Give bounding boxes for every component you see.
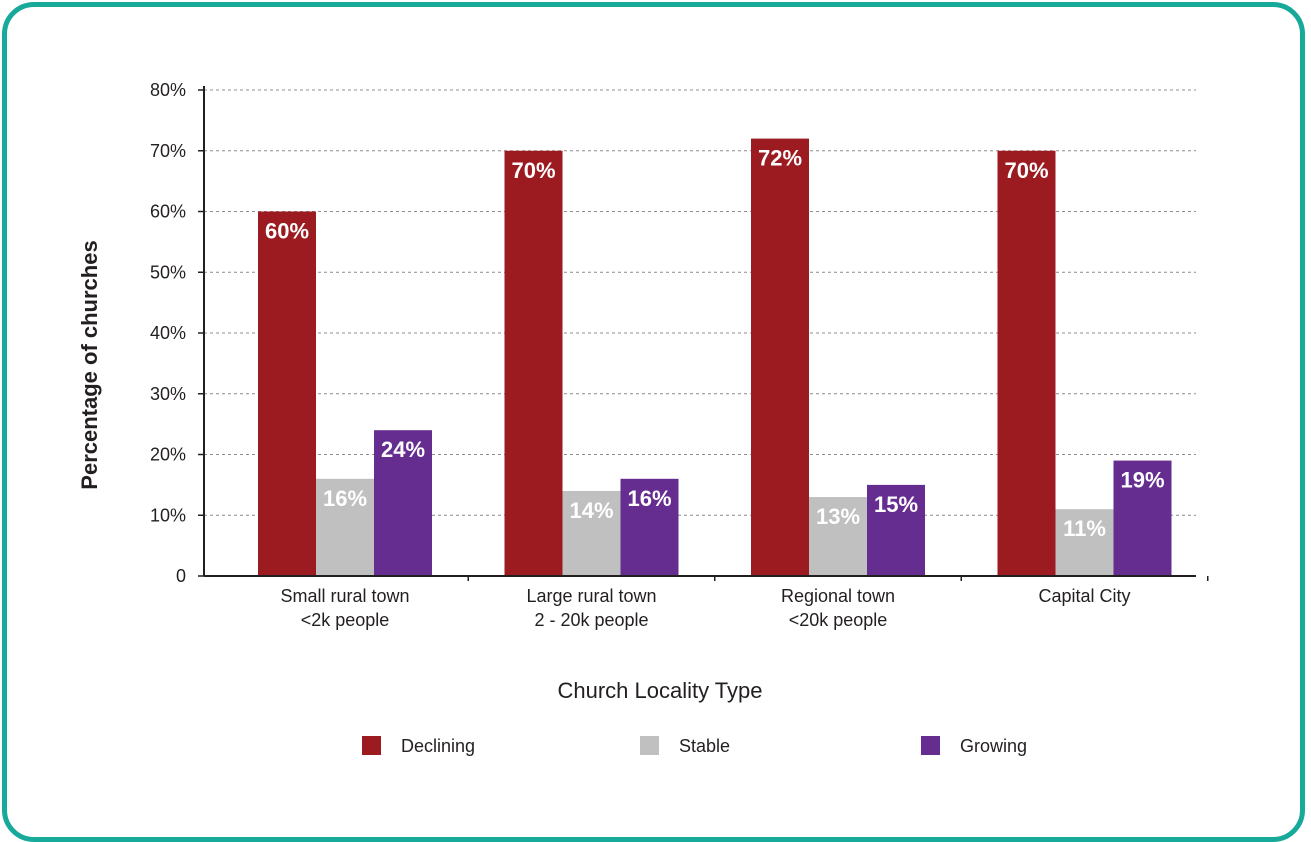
bar-stable <box>562 490 621 576</box>
y-tick-labels: 0 10% 20% 30% 40% 50% 60% 70% 80% <box>150 80 186 586</box>
bar-stable <box>1055 509 1114 576</box>
data-label: 72% <box>758 146 802 171</box>
data-label: 24% <box>381 437 425 462</box>
legend-swatch-declining <box>362 736 381 755</box>
legend: Declining Stable Growing <box>362 736 1027 756</box>
bar-growing <box>620 478 679 576</box>
y-tick-label: 60% <box>150 202 186 222</box>
axes <box>198 86 1209 581</box>
legend-swatch-stable <box>640 736 659 755</box>
y-tick-label: 70% <box>150 141 186 161</box>
data-label: 16% <box>627 486 671 511</box>
bar-declining <box>751 138 809 576</box>
x-tick-label: 2 - 20k people <box>534 610 648 630</box>
bars <box>258 138 1172 576</box>
data-label: 70% <box>1004 158 1048 183</box>
bar-declining <box>997 150 1056 576</box>
legend-label-declining: Declining <box>401 736 475 756</box>
y-tick-label: 10% <box>150 505 186 525</box>
bar-growing <box>374 430 432 576</box>
bar-stable <box>316 478 374 576</box>
bar-growing <box>1113 460 1172 576</box>
y-tick-label: 50% <box>150 262 186 282</box>
data-label: 16% <box>323 486 367 511</box>
x-tick-label: Regional town <box>781 586 895 606</box>
data-label: 19% <box>1120 468 1164 493</box>
legend-label-growing: Growing <box>960 736 1027 756</box>
x-tick-label: Capital City <box>1038 586 1130 606</box>
bar-declining <box>258 211 316 576</box>
data-label: 13% <box>816 504 860 529</box>
y-tick-label: 0 <box>176 566 186 586</box>
data-label: 11% <box>1063 516 1106 541</box>
x-tick-labels: Small rural town <2k people Large rural to… <box>280 586 1130 630</box>
y-tick-label: 30% <box>150 384 186 404</box>
bar-growing <box>867 484 925 576</box>
x-axis-title: Church Locality Type <box>557 678 762 703</box>
x-tick-label: <2k people <box>301 610 390 630</box>
legend-swatch-growing <box>921 736 940 755</box>
x-tick-label: Small rural town <box>280 586 409 606</box>
x-tick-label: <20k people <box>789 610 888 630</box>
data-label: 70% <box>511 158 555 183</box>
data-label: 14% <box>569 498 613 523</box>
bar-declining <box>504 150 563 576</box>
y-tick-label: 20% <box>150 445 186 465</box>
bar-stable <box>809 497 867 576</box>
bar-chart: 0 10% 20% 30% 40% 50% 60% 70% 80% Small rural to… <box>77 80 1209 756</box>
x-tick-label: Large rural town <box>526 586 656 606</box>
y-tick-label: 40% <box>150 323 186 343</box>
y-axis-title: Percentage of churches <box>77 240 102 489</box>
y-tick-label: 80% <box>150 80 186 100</box>
legend-label-stable: Stable <box>679 736 730 756</box>
data-label: 15% <box>874 492 918 517</box>
data-labels: 60% 16% 24% 70% 14% 16% 72% 13% 15% 70% 11% 19% <box>265 146 1165 542</box>
data-label: 60% <box>265 219 309 244</box>
